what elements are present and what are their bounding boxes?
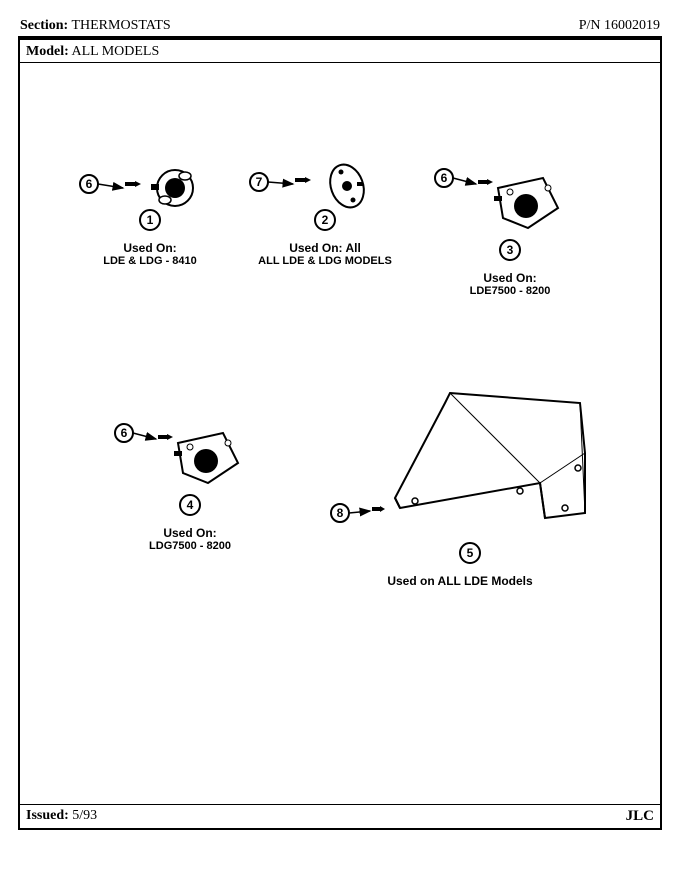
- part-item-2: 7 2 U: [245, 158, 405, 268]
- model-value: ALL MODELS: [72, 44, 160, 59]
- used-on-label-3: Used On:: [430, 272, 590, 285]
- part-illustration-3: 6 3: [430, 158, 590, 268]
- part-illustration-1: 6: [75, 158, 225, 238]
- part-illustration-4: 6 4: [110, 413, 270, 523]
- used-on-label-5: Used on ALL LDE Models: [320, 575, 600, 588]
- pn-value: 16002019: [604, 18, 660, 33]
- used-on-label-2: Used On: All: [245, 242, 405, 255]
- diagram-area: 6: [20, 63, 660, 803]
- callout-6c: 6: [121, 426, 128, 440]
- main-frame: Model: ALL MODELS 6: [18, 38, 662, 830]
- pn-label: P/N: [579, 18, 601, 33]
- issued-label: Issued:: [26, 808, 69, 823]
- model-row: Model: ALL MODELS: [20, 40, 660, 62]
- model-label: Model:: [26, 44, 69, 59]
- footer-code: JLC: [626, 808, 654, 825]
- section-label: Section:: [20, 18, 68, 33]
- header-row: Section: THERMOSTATS P/N 16002019: [18, 18, 662, 36]
- callout-6a: 6: [86, 177, 93, 191]
- callout-6b: 6: [441, 171, 448, 185]
- issued-value: 5/93: [72, 808, 97, 823]
- callout-1: 1: [147, 213, 154, 227]
- callout-8: 8: [337, 506, 344, 520]
- used-on-value-3: LDE7500 - 8200: [430, 285, 590, 298]
- callout-7: 7: [256, 175, 263, 189]
- section-value: THERMOSTATS: [71, 18, 170, 33]
- footer-row: Issued: 5/93 JLC: [20, 804, 660, 828]
- callout-4: 4: [187, 498, 194, 512]
- callout-3: 3: [507, 243, 514, 257]
- callout-5: 5: [467, 546, 474, 560]
- used-on-value-2: ALL LDE & LDG MODELS: [245, 255, 405, 268]
- part-item-5: 8: [320, 383, 600, 588]
- part-item-1: 6: [75, 158, 225, 268]
- part-illustration-5: 8: [320, 383, 600, 573]
- part-item-3: 6 3 U: [430, 158, 590, 298]
- used-on-label-1: Used On:: [75, 242, 225, 255]
- used-on-value-4: LDG7500 - 8200: [110, 540, 270, 553]
- part-item-4: 6 4 Used On:: [110, 413, 270, 553]
- callout-2: 2: [322, 213, 329, 227]
- part-illustration-2: 7 2: [245, 158, 405, 238]
- used-on-value-1: LDE & LDG - 8410: [75, 255, 225, 268]
- used-on-label-4: Used On:: [110, 527, 270, 540]
